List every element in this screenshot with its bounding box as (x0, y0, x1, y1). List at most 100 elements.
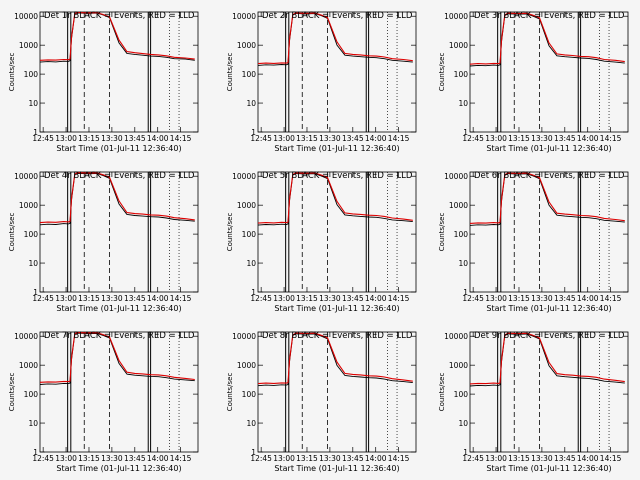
series-lld-line (258, 332, 413, 385)
x-tick-label: 13:45 (554, 454, 576, 463)
y-tick-label: 10 (246, 259, 256, 268)
x-tick-label: 13:00 (273, 294, 295, 303)
x-tick-label: 13:00 (485, 454, 507, 463)
x-axis-label: Start Time (01-Jul-11 12:36:40) (274, 304, 399, 313)
y-tick-label: 100 (24, 230, 39, 239)
x-tick-label: 13:45 (554, 134, 576, 143)
y-tick-label: 10 (28, 99, 38, 108)
plot-frame (469, 331, 629, 453)
plot-frame (257, 11, 417, 133)
x-tick-label: 12:45 (462, 454, 484, 463)
y-tick-label: 100 (24, 390, 39, 399)
x-tick-label: 13:30 (319, 294, 341, 303)
x-tick-label: 14:15 (600, 454, 622, 463)
x-tick-label: 14:15 (600, 134, 622, 143)
y-tick-label: 1 (251, 128, 256, 137)
x-tick-label: 13:30 (101, 454, 123, 463)
y-axis-label: Counts/sec (226, 213, 234, 252)
x-tick-label: 13:15 (296, 294, 318, 303)
x-axis-label: Start Time (01-Jul-11 12:36:40) (56, 304, 181, 313)
y-tick-label: 1 (33, 128, 38, 137)
x-tick-label: 14:15 (170, 294, 192, 303)
x-tick-label: 14:00 (365, 134, 387, 143)
x-axis-label: Start Time (01-Jul-11 12:36:40) (486, 464, 611, 473)
series-lld-line (40, 172, 195, 224)
x-tick-label: 13:15 (78, 294, 100, 303)
y-tick-label: 10 (246, 99, 256, 108)
x-tick-label: 13:15 (508, 134, 530, 143)
x-tick-label: 14:00 (147, 454, 169, 463)
series-events-line (470, 333, 625, 387)
x-tick-label: 13:30 (101, 294, 123, 303)
x-axis-label: Start Time (01-Jul-11 12:36:40) (486, 144, 611, 153)
series-lld-line (470, 172, 625, 224)
x-tick-label: 13:45 (124, 134, 146, 143)
x-tick-label: 13:45 (124, 294, 146, 303)
y-axis-label: Counts/sec (438, 53, 446, 92)
y-tick-label: 10 (28, 419, 38, 428)
x-tick-label: 12:45 (250, 294, 272, 303)
plot-frame (39, 171, 199, 293)
y-axis-label: Counts/sec (8, 53, 16, 92)
x-tick-label: 13:00 (55, 454, 77, 463)
panel-9: 1 10 100 1000 10000 12:45 13:00 13:15 13:30 13:45… (438, 331, 629, 473)
series-events-line (258, 12, 413, 66)
y-tick-label: 10 (458, 99, 468, 108)
y-tick-label: 100 (454, 390, 469, 399)
x-tick-label: 13:15 (296, 134, 318, 143)
y-tick-label: 1 (251, 288, 256, 297)
y-tick-label: 1000 (449, 201, 468, 210)
x-tick-label: 13:45 (124, 454, 146, 463)
y-axis-label: Counts/sec (438, 373, 446, 412)
y-axis-label: Counts/sec (226, 373, 234, 412)
series-events-line (40, 332, 195, 385)
x-tick-label: 13:45 (554, 294, 576, 303)
series-lld-line (470, 332, 625, 385)
y-tick-label: 10000 (444, 12, 468, 21)
panel-8: 1 10 100 1000 10000 12:45 13:00 13:15 13:30 13:45… (226, 331, 417, 473)
x-tick-label: 13:00 (485, 134, 507, 143)
panel-title: Det 8r BLACK = Events, RED = LLD (262, 331, 413, 341)
panel-1: 1 10 100 1000 10000 12:45 13:00 13:15 13:30 13:45… (8, 11, 199, 153)
panel-title: Det 6r BLACK = Events, RED = LLD (474, 171, 625, 181)
x-tick-label: 13:15 (508, 454, 530, 463)
x-tick-label: 13:45 (342, 134, 364, 143)
y-tick-label: 1 (463, 128, 468, 137)
x-tick-label: 14:00 (147, 294, 169, 303)
y-tick-label: 10000 (232, 12, 256, 21)
y-tick-label: 1000 (449, 41, 468, 50)
y-tick-label: 100 (454, 230, 469, 239)
x-tick-label: 13:00 (485, 294, 507, 303)
x-tick-label: 13:30 (531, 454, 553, 463)
x-axis-label: Start Time (01-Jul-11 12:36:40) (274, 464, 399, 473)
x-tick-label: 12:45 (462, 134, 484, 143)
plot-frame (39, 11, 199, 133)
series-events-line (40, 172, 195, 226)
series-lld-line (40, 332, 195, 383)
y-tick-label: 1 (463, 288, 468, 297)
y-tick-label: 100 (242, 230, 257, 239)
x-tick-label: 13:15 (296, 454, 318, 463)
series-lld-line (470, 12, 625, 65)
y-tick-label: 1 (463, 448, 468, 457)
y-tick-label: 1000 (237, 201, 256, 210)
y-tick-label: 10000 (232, 332, 256, 341)
x-tick-label: 14:00 (577, 134, 599, 143)
series-events-line (258, 333, 413, 387)
series-events-line (258, 173, 413, 226)
x-tick-label: 13:30 (531, 294, 553, 303)
series-lld-line (258, 172, 413, 224)
x-tick-label: 14:15 (388, 294, 410, 303)
y-tick-label: 1 (33, 448, 38, 457)
plot-frame (469, 11, 629, 133)
series-events-line (470, 173, 625, 226)
plot-frame (257, 331, 417, 453)
x-tick-label: 14:15 (388, 134, 410, 143)
series-lld-line (40, 12, 195, 61)
panel-title: Det 1r BLACK = Events, RED = LLD (44, 11, 195, 21)
y-tick-label: 1000 (19, 361, 38, 370)
y-tick-label: 1000 (449, 361, 468, 370)
y-tick-label: 100 (24, 70, 39, 79)
x-tick-label: 13:15 (78, 454, 100, 463)
panel-title: Det 7r BLACK = Events, RED = LLD (44, 331, 195, 341)
